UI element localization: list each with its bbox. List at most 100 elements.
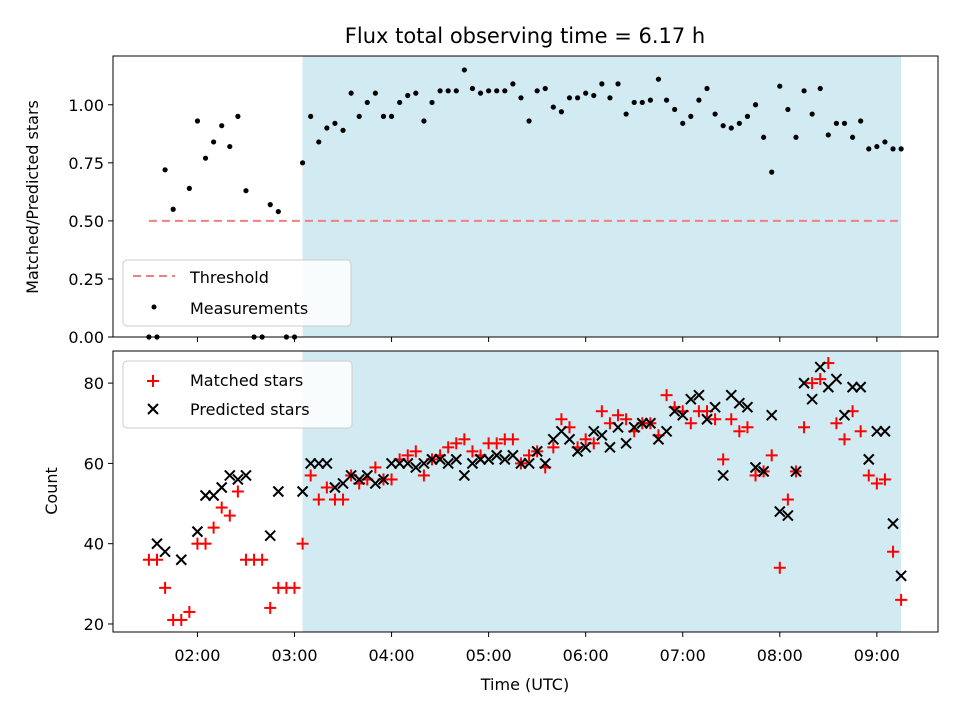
matched-star-point bbox=[369, 461, 382, 474]
measurement-point bbox=[607, 95, 613, 101]
y-tick-label: 40 bbox=[84, 535, 104, 554]
measurement-point bbox=[599, 81, 605, 87]
y-tick-label: 1.00 bbox=[68, 96, 104, 115]
predicted-legend-label: Predicted stars bbox=[190, 400, 310, 419]
predicted-star-point bbox=[175, 554, 187, 566]
predicted-star-point bbox=[733, 397, 746, 409]
y-tick-label: 0.50 bbox=[68, 212, 104, 231]
count-axes-frame bbox=[112, 350, 939, 633]
ratio-panel: 0.00 0.25 0.50 0.75 1.00 Flux total observin… bbox=[23, 24, 939, 347]
predicted-star-point bbox=[814, 361, 826, 373]
predicted-star-point bbox=[418, 457, 430, 470]
measurement-point bbox=[308, 113, 314, 119]
predicted-star-point bbox=[539, 457, 551, 470]
measurement-point bbox=[566, 95, 573, 101]
y-tick-label: 80 bbox=[84, 374, 104, 393]
matched-star-point bbox=[765, 449, 778, 462]
predicted-star-point bbox=[531, 445, 543, 458]
predicted-star-point bbox=[426, 453, 438, 466]
matched-star-point bbox=[385, 473, 398, 486]
ratio-legend: Threshold Measurements bbox=[122, 259, 352, 327]
measurement-point bbox=[809, 111, 815, 117]
matched-star-point bbox=[733, 425, 746, 438]
predicted-star-point bbox=[442, 457, 454, 470]
measurement-point bbox=[316, 139, 322, 145]
matched-star-point bbox=[773, 561, 786, 574]
matched-star-point bbox=[781, 493, 794, 506]
observing-span bbox=[302, 56, 902, 337]
measurement-point bbox=[397, 99, 403, 106]
measurement-point bbox=[817, 85, 823, 92]
predicted-star-point bbox=[272, 485, 285, 498]
matched-star-point bbox=[862, 469, 875, 482]
predicted-star-point bbox=[159, 546, 171, 558]
predicted-star-point bbox=[296, 485, 309, 498]
measurement-point bbox=[688, 113, 694, 119]
measurement-point bbox=[672, 106, 678, 113]
predicted-star-point bbox=[345, 469, 357, 482]
predicted-star-point bbox=[215, 481, 228, 494]
predicted-star-point bbox=[232, 473, 244, 486]
measurement-point bbox=[413, 90, 419, 96]
measurement-point bbox=[663, 97, 670, 103]
matched-star-point bbox=[223, 509, 236, 522]
measurement-point bbox=[461, 67, 467, 73]
measurement-point bbox=[275, 208, 281, 215]
measurement-point bbox=[469, 85, 476, 92]
measurement-point bbox=[243, 188, 249, 194]
matched-star-point bbox=[709, 413, 722, 426]
matched-star-point bbox=[830, 417, 843, 430]
measurement-point bbox=[858, 118, 864, 124]
predicted-star-point bbox=[304, 457, 317, 470]
measurement-point bbox=[348, 90, 354, 96]
ratio-y-axis-label: Matched/Predicted stars bbox=[23, 100, 42, 294]
predicted-star-point bbox=[321, 457, 333, 470]
measurement-point bbox=[211, 139, 217, 145]
matched-star-point bbox=[684, 417, 697, 430]
matched-star-point bbox=[620, 413, 633, 426]
measurement-point bbox=[704, 85, 710, 92]
predicted-star-point bbox=[863, 453, 875, 466]
measurement-point bbox=[340, 127, 346, 133]
predicted-star-point bbox=[474, 453, 487, 466]
measurement-point bbox=[777, 83, 783, 89]
measurement-point bbox=[445, 88, 451, 94]
matched-star-point bbox=[547, 441, 560, 454]
measurement-point bbox=[639, 99, 645, 106]
measurement-point bbox=[388, 113, 395, 119]
predicted-star-point bbox=[628, 421, 640, 433]
predicted-star-point bbox=[466, 457, 479, 470]
matched-star-point bbox=[895, 593, 908, 606]
matched-star-point bbox=[183, 605, 196, 618]
measurement-point bbox=[194, 118, 201, 124]
predicted-star-point bbox=[224, 469, 236, 482]
matched-legend-label: Matched stars bbox=[190, 371, 303, 390]
predicted-star-point bbox=[749, 461, 762, 474]
matched-star-point bbox=[806, 377, 819, 390]
predicted-star-point bbox=[806, 393, 818, 405]
count-x-axis-label: Time (UTC) bbox=[480, 675, 569, 694]
predicted-star-point bbox=[782, 509, 794, 522]
predicted-star-point bbox=[596, 429, 608, 442]
predicted-star-point bbox=[313, 457, 325, 470]
predicted-star-point bbox=[393, 457, 406, 470]
measurement-point bbox=[235, 113, 241, 119]
matched-star-point bbox=[207, 521, 220, 534]
measurement-point bbox=[550, 104, 556, 110]
measurement-point bbox=[591, 92, 597, 99]
measurement-point bbox=[793, 134, 799, 140]
matched-star-point bbox=[506, 433, 519, 446]
predicted-star-point bbox=[871, 425, 883, 437]
matched-legend-swatch bbox=[147, 375, 159, 387]
measurement-point bbox=[453, 88, 459, 94]
matched-star-point bbox=[854, 425, 867, 438]
measurement-point bbox=[890, 146, 896, 152]
measurement-point bbox=[364, 99, 370, 106]
predicted-legend-swatch bbox=[147, 403, 159, 415]
measurement-point bbox=[623, 111, 629, 117]
measurement-point bbox=[720, 123, 726, 129]
measurement-point bbox=[299, 160, 306, 166]
predicted-star-point bbox=[612, 421, 624, 433]
matched-star-point bbox=[555, 413, 568, 426]
predicted-star-point bbox=[798, 377, 810, 389]
